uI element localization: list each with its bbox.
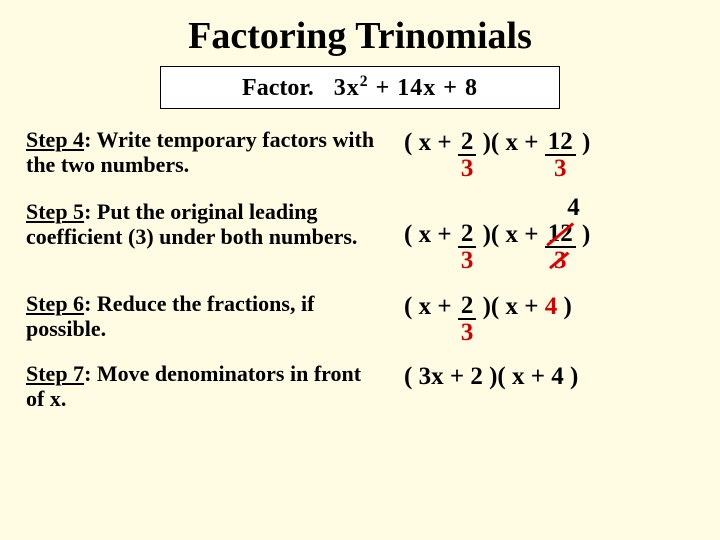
expr-coef: 3x — [334, 75, 360, 101]
problem-expression: 3x2 + 14x + 8 — [334, 73, 478, 102]
step-6-row: Step 6: Reduce the fractions, if possibl… — [26, 291, 694, 345]
expr-sup: 2 — [360, 73, 369, 90]
step-7-text: Step 7: Move denominators in front of x. — [26, 361, 376, 412]
expr-mid: )( x + — [476, 129, 544, 156]
replace-four: 4 — [567, 195, 580, 220]
frac-2: 123 — [545, 129, 576, 181]
step-4-text: Step 4: Write temporary factors with the… — [26, 127, 376, 178]
frac-den: 3 — [458, 248, 477, 273]
frac-den: 3 — [545, 156, 576, 181]
step-7-row: Step 7: Move denominators in front of x.… — [26, 361, 694, 412]
frac-num: 2 — [458, 129, 477, 156]
expr-close: ) — [576, 221, 591, 248]
frac-den: 3 — [458, 156, 477, 181]
frac-den: 3 — [458, 320, 477, 345]
frac-num: 12 — [545, 129, 576, 156]
expr-close: ) — [557, 293, 572, 320]
step-5-row: Step 5: Put the original leading coeffic… — [26, 199, 694, 273]
reduced-4: 4 — [545, 293, 558, 320]
frac-1: 23 — [458, 221, 477, 273]
page-title: Factoring Trinomials — [0, 0, 720, 66]
step-6-label: Step 6 — [26, 291, 84, 316]
frac-num: 2 — [458, 293, 477, 320]
step-7-expr: ( 3x + 2 )( x + 4 ) — [404, 361, 694, 391]
step-5-expr: ( x + 23 )( x + 123 4 ) — [404, 199, 694, 273]
frac-num: 2 — [458, 221, 477, 248]
problem-box: Factor. 3x2 + 14x + 8 — [160, 66, 560, 109]
expr-mid: )( x + — [476, 221, 544, 248]
step-5-text: Step 5: Put the original leading coeffic… — [26, 199, 376, 250]
expr-open1: ( x + — [404, 293, 458, 320]
expr-open1: ( x + — [404, 221, 458, 248]
step-5-label: Step 5 — [26, 199, 84, 224]
frac-1: 23 — [458, 129, 477, 181]
step-6-text: Step 6: Reduce the fractions, if possibl… — [26, 291, 376, 342]
frac-1: 23 — [458, 293, 477, 345]
steps-container: Step 4: Write temporary factors with the… — [0, 127, 720, 412]
expr-rest: + 14x + 8 — [369, 75, 478, 101]
step-4-label: Step 4 — [26, 127, 84, 152]
step-7-label: Step 7 — [26, 361, 84, 386]
expr-open1: ( x + — [404, 129, 458, 156]
step-4-expr: ( x + 23 )( x + 123 ) — [404, 127, 694, 181]
expr-mid: )( x + — [476, 293, 544, 320]
problem-label: Factor. — [242, 75, 314, 102]
step-6-expr: ( x + 23 )( x + 4 ) — [404, 291, 694, 345]
frac-2: 123 4 — [545, 221, 576, 273]
expr-close: ) — [576, 129, 591, 156]
step-4-row: Step 4: Write temporary factors with the… — [26, 127, 694, 181]
